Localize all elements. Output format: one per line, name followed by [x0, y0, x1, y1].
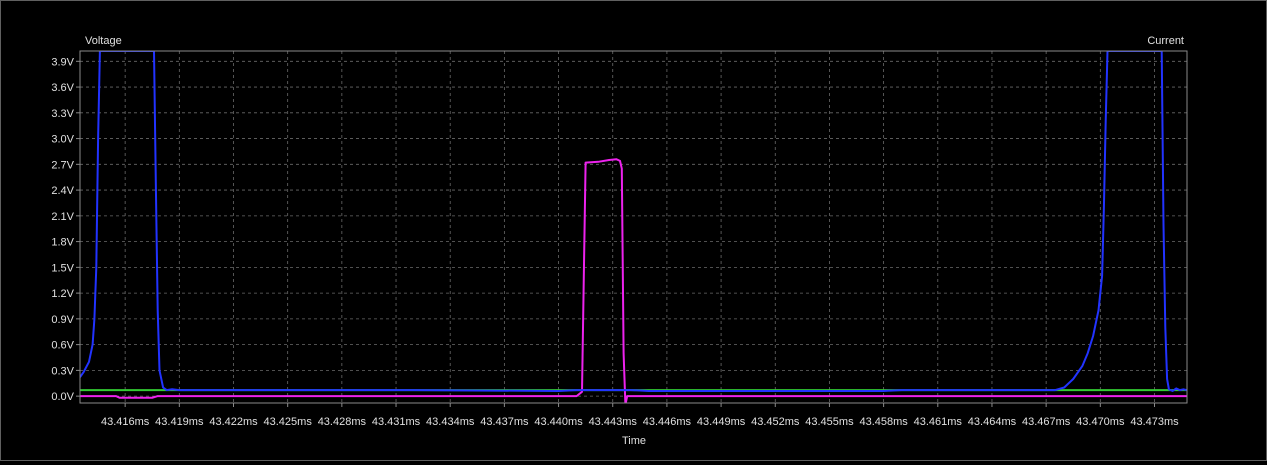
x-tick-label: 43.458ms [859, 416, 908, 428]
x-tick-label: 43.437ms [480, 416, 529, 428]
plot-border [79, 50, 1188, 404]
y-axis-ticks: 0.0V 0.3V 0.6V 0.9V 1.2V 1.5V 1.8V 2.1V 2.4V 2.7V… [51, 56, 80, 403]
y-tick-label: 0.0V [51, 391, 74, 403]
y-tick-label: 3.0V [51, 134, 74, 146]
y-tick-label: 2.7V [51, 159, 74, 171]
y-tick-label: 3.6V [51, 82, 74, 94]
x-tick-label: 43.464ms [968, 416, 1017, 428]
x-tick-label: 43.428ms [318, 416, 367, 428]
x-tick-label: 43.422ms [209, 416, 258, 428]
x-tick-label: 43.470ms [1076, 416, 1125, 428]
y-tick-label: 0.6V [51, 340, 74, 352]
x-tick-label: 43.467ms [1022, 416, 1071, 428]
x-tick-label: 43.416ms [101, 416, 150, 428]
y-tick-label: 3.3V [51, 108, 74, 120]
left-axis-label: Voltage [85, 35, 122, 47]
x-tick-label: 43.419ms [155, 416, 204, 428]
y-tick-label: 1.2V [51, 288, 74, 300]
y-tick-label: 1.8V [51, 237, 74, 249]
y-tick-label: 2.4V [51, 185, 74, 197]
series-line-3 [80, 51, 1187, 392]
x-tick-label: 43.440ms [534, 416, 583, 428]
y-tick-label: 3.9V [51, 56, 74, 68]
x-tick-label: 43.461ms [914, 416, 963, 428]
right-axis-label: Current [1147, 35, 1184, 47]
x-tick-label: 43.473ms [1130, 416, 1179, 428]
plot-area [80, 51, 1187, 403]
x-tick-label: 43.452ms [751, 416, 800, 428]
series-line-2 [80, 158, 1187, 403]
y-tick-label: 0.3V [51, 365, 74, 377]
x-tick-label: 43.443ms [589, 416, 638, 428]
grid-lines [80, 51, 1187, 403]
y-tick-label: 1.5V [51, 262, 74, 274]
x-tick-label: 43.449ms [697, 416, 746, 428]
x-tick-label: 43.434ms [426, 416, 475, 428]
x-tick-label: 43.455ms [805, 416, 854, 428]
x-tick-label: 43.425ms [264, 416, 313, 428]
x-tick-label: 43.446ms [643, 416, 692, 428]
x-axis-ticks: 43.416ms 43.419ms 43.422ms 43.425ms 43.428ms… [101, 403, 1179, 428]
y-tick-label: 0.9V [51, 314, 74, 326]
y-tick-label: 2.1V [51, 211, 74, 223]
x-tick-label: 43.431ms [372, 416, 421, 428]
x-axis-label: Time [622, 435, 646, 447]
